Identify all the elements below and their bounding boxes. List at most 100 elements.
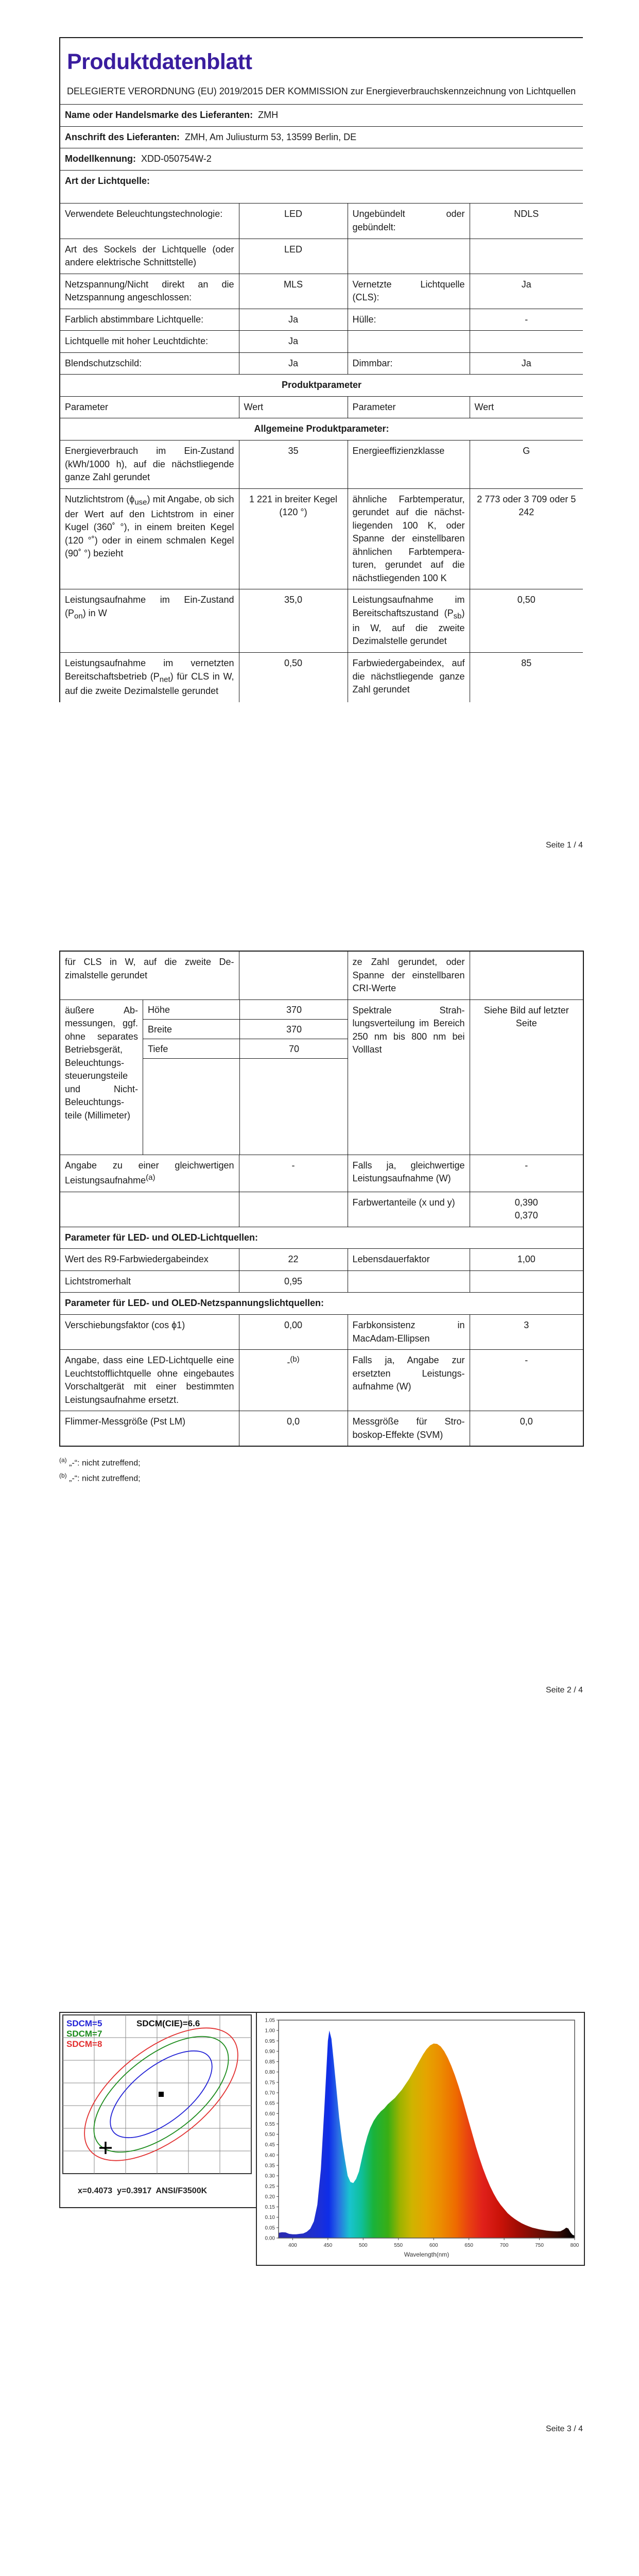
table-row: Leistungsaufnahme im Ein-Zu­stand (Pon) …: [59, 589, 583, 653]
supplier-name-label: Name oder Handelsmarke des Lieferanten:: [65, 110, 253, 121]
param-cell: Verschiebungsfaktor (cos ϕ1): [59, 1314, 239, 1350]
param-cell: Ungebündelt oder gebündelt:: [347, 203, 470, 239]
param-cell: Farbkonsistenz in MacAdam-Ellipsen: [347, 1314, 470, 1350]
regulation-text: DELEGIERTE VERORDNUNG (EU) 2019/2015 DER…: [67, 86, 576, 97]
page-1: Produktdatenblatt DELEGIERTE VERORDNUNG …: [59, 37, 583, 834]
value-cell: [469, 951, 584, 1000]
x-tick-label: 750: [535, 2243, 544, 2248]
table-row: Modellkennung: XDD-050754W-2: [59, 148, 583, 171]
spectral-curve: [279, 2030, 575, 2238]
y-tick-label: 0.65: [265, 2101, 275, 2107]
y-tick-label: 0.10: [265, 2215, 275, 2221]
supplier-address-value: ZMH, Am Juliusturm 53, 13599 Berlin, DE: [185, 131, 357, 142]
param-cell: [59, 1191, 239, 1227]
param-cell: Lichtquelle mit hoher Leucht­dichte:: [59, 330, 239, 353]
param-cell: Falls ja, gleichwerti­ge Leistungsaufnah…: [347, 1154, 470, 1192]
table-row: Lichtstromerhalt 0,95: [59, 1270, 584, 1293]
value-cell: LED: [238, 238, 348, 274]
y-tick-label: 0.70: [265, 2091, 275, 2096]
x-tick-label: 450: [323, 2243, 332, 2248]
value-cell: 85: [469, 652, 583, 702]
value-cell: Ja: [238, 352, 348, 375]
param-cell: Lebensdauerfaktor: [347, 1248, 470, 1271]
table-row: Verwendete Beleuchtungstech­nologie: LED U…: [59, 203, 583, 239]
x-tick-label: 500: [359, 2243, 368, 2248]
section-header-row: Parameter für LED- und OLED-Lichtquellen…: [59, 1226, 584, 1249]
dimension-key: Breite: [143, 1019, 239, 1039]
section-title: Produktparameter: [59, 374, 583, 397]
page-2: für CLS in W, auf die zweite De­zimalste…: [59, 951, 584, 1485]
y-tick-label: 0.40: [265, 2153, 275, 2158]
param-cell: Farbwertanteile (x und y): [347, 1191, 470, 1227]
dimension-key: Höhe: [143, 999, 239, 1020]
x-axis-label: Wavelength(nm): [404, 2251, 450, 2258]
table-row: Angabe zu einer gleichwertigen Leistungs…: [59, 1154, 584, 1192]
dimension-key: Tiefe: [143, 1039, 239, 1059]
value-cell: [238, 1191, 348, 1227]
table-row: Nutzlichtstrom (ϕuse) mit An­gabe, ob si…: [59, 488, 583, 590]
center-point-marker: [159, 2092, 164, 2097]
param-cell: Energieverbrauch im Ein-Zu­stand (kWh/10…: [59, 439, 239, 489]
param-cell: Angabe zu einer gleichwertigen Leistungs…: [59, 1154, 239, 1192]
value-cell: 3: [469, 1314, 584, 1350]
value-cell: G: [469, 439, 583, 489]
value-cell: -(b): [238, 1349, 348, 1412]
param-cell: Leistungsaufnahme im Ein-Zu­stand (Pon) …: [59, 589, 239, 653]
y-tick-label: 0.90: [265, 2049, 275, 2055]
value-cell: 0,50: [469, 589, 583, 653]
section-header-row: Allgemeine Produktparameter:: [59, 418, 583, 440]
value-cell: [469, 330, 583, 353]
value-cell: LED: [238, 203, 348, 239]
value-cell: -: [469, 308, 583, 331]
value-cell: -: [469, 1154, 584, 1192]
param-cell: ze Zahl gerundet, oder Spanne der ein­st…: [347, 951, 470, 1000]
param-cell: für CLS in W, auf die zweite De­zimalste…: [59, 951, 239, 1000]
dimension-value: 370: [239, 999, 348, 1020]
value-cell: 0,95: [238, 1270, 348, 1293]
param-cell: [347, 330, 470, 353]
param-cell: [347, 238, 470, 274]
dimensions-grid: äußere Ab­messungen, ggf. ohne se­parate…: [60, 999, 348, 1155]
ellipse-SDCM=8: [84, 2027, 238, 2161]
y-tick-label: 0.20: [265, 2194, 275, 2200]
page-footer-2: Seite 2 / 4: [545, 1686, 583, 1694]
y-tick-label: 1.00: [265, 2028, 275, 2034]
value-cell: Ja: [238, 330, 348, 353]
param-cell: Vernetzte Lichtquel­le (CLS):: [347, 273, 470, 309]
table-row: Farblich abstimmbare Licht­quelle: Ja Hüll…: [59, 308, 583, 331]
value-cell: 1 221 in brei­ter Kegel (120 °): [238, 488, 348, 590]
page-footer-3: Seite 3 / 4: [545, 2425, 583, 2433]
param-cell: Verwendete Beleuchtungstech­nologie:: [59, 203, 239, 239]
column-header: Parameter: [347, 396, 470, 419]
param-cell: [347, 1270, 470, 1293]
ellipse-SDCM=7: [93, 2036, 229, 2153]
value-cell: [469, 1270, 584, 1293]
table-row: Angabe, dass eine LED-Licht­quelle eine …: [59, 1349, 584, 1412]
param-cell: Hülle:: [347, 308, 470, 331]
table-row: Wert des R9-Farbwiedergabein­dex 22 Lebens…: [59, 1248, 584, 1271]
value-cell: Ja: [469, 352, 583, 375]
y-tick-label: 0.25: [265, 2184, 275, 2190]
page-title: Produktdatenblatt: [67, 49, 252, 74]
supplier-name-value: ZMH: [258, 110, 279, 121]
value-cell: [469, 238, 583, 274]
y-tick-label: 0.55: [265, 2122, 275, 2127]
value-cell: [238, 951, 348, 1000]
y-tick-label: 0.85: [265, 2059, 275, 2065]
value-cell: 0,0: [469, 1411, 584, 1447]
y-tick-label: 0.80: [265, 2070, 275, 2075]
param-cell: Falls ja, Angabe zur ersetzten Leistungs…: [347, 1349, 470, 1412]
param-cell: Leistungsaufnahme im vernetz­ten Bereits…: [59, 652, 239, 702]
section-title: Parameter für LED- und OLED-Netzspannung…: [59, 1292, 584, 1315]
param-cell: Art des Sockels der Lichtquelle (oder an…: [59, 238, 239, 274]
table-row: Art der Lichtquelle:: [59, 170, 583, 204]
y-tick-label: 0.30: [265, 2174, 275, 2179]
table-row-continuation: für CLS in W, auf die zweite De­zimalste…: [59, 951, 584, 1000]
y-tick-label: 0.45: [265, 2142, 275, 2148]
legend-entry: SDCM=8: [66, 2039, 102, 2049]
value-cell: 0,0: [238, 1411, 348, 1447]
y-tick-label: 0.95: [265, 2039, 275, 2044]
x-tick-label: 650: [464, 2243, 473, 2248]
y-tick-label: 0.50: [265, 2132, 275, 2138]
param-cell: Angabe, dass eine LED-Licht­quelle eine …: [59, 1349, 239, 1412]
